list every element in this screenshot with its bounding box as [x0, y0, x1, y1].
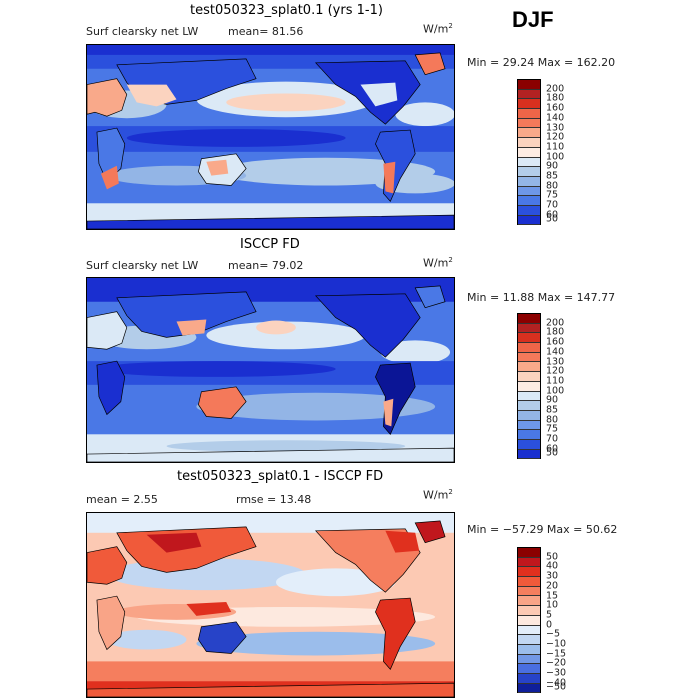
panel3-tick: 20: [546, 580, 559, 592]
panel3-tick: −40: [546, 677, 567, 689]
panel1-tick: 120: [546, 131, 565, 143]
panel1-tick: 130: [546, 121, 565, 133]
panel1-variable: Surf clearsky net LW: [86, 25, 199, 38]
panel1-colorbar: [517, 79, 541, 226]
panel3-title: test050323_splat0.1 - ISCCP FD: [177, 469, 384, 484]
panel1-mean: mean= 81.56: [228, 25, 304, 38]
panel1-units: W/m2: [423, 22, 453, 36]
panel3-tick: 40: [546, 560, 559, 572]
panel2-minmax: Min = 11.88 Max = 147.77: [467, 291, 616, 304]
panel2-tick: 80: [546, 413, 559, 425]
panel2-tick: 200: [546, 316, 565, 328]
panel1-tick: 85: [546, 170, 559, 182]
panel2-map: [86, 277, 455, 463]
panel2-tick: 140: [546, 346, 565, 358]
panel2-colorbar: [517, 313, 541, 460]
panel1-tick: 100: [546, 150, 565, 162]
panel3-tick: −50: [546, 681, 567, 693]
panel3-tick: −20: [546, 657, 567, 669]
panel3-tick: 10: [546, 599, 559, 611]
panel2-title: ISCCP FD: [240, 237, 300, 252]
panel1-tick: 60: [546, 209, 559, 221]
panel1-tick: 70: [546, 199, 559, 211]
panel2-tick: 70: [546, 433, 559, 445]
panel1-map: [86, 44, 455, 230]
panel1-tick: 160: [546, 102, 565, 114]
panel2-tick: 75: [546, 423, 559, 435]
panel1-tick: 90: [546, 160, 559, 172]
panel2-tick: 85: [546, 404, 559, 416]
panel1-title: test050323_splat0.1 (yrs 1-1): [190, 3, 383, 18]
panel3-units: W/m2: [423, 488, 453, 502]
panel1-tick: 140: [546, 112, 565, 124]
panel1-tick: 200: [546, 82, 565, 94]
panel3-tick: −5: [546, 628, 561, 640]
panel2-tick: 90: [546, 394, 559, 406]
panel3-tick: −30: [546, 667, 567, 679]
panel2-variable: Surf clearsky net LW: [86, 259, 199, 272]
panel1-tick: 110: [546, 141, 565, 153]
season-label: DJF: [512, 7, 554, 32]
panel2-tick: 180: [546, 326, 565, 338]
panel1-minmax: Min = 29.24 Max = 162.20: [467, 56, 616, 69]
panel3-rmse: rmse = 13.48: [236, 493, 312, 506]
panel3-minmax: Min = −57.29 Max = 50.62: [467, 523, 618, 536]
panel2-tick: 100: [546, 384, 565, 396]
panel2-tick: 60: [546, 443, 559, 455]
panel2-tick: 120: [546, 365, 565, 377]
panel2-tick: 50: [546, 447, 559, 459]
panel3-tick: 30: [546, 570, 559, 582]
panel1-tick: 80: [546, 179, 559, 191]
panel2-tick: 130: [546, 355, 565, 367]
panel3-mean: mean = 2.55: [86, 493, 158, 506]
panel3-tick: −15: [546, 647, 567, 659]
panel2-tick: 110: [546, 375, 565, 387]
panel3-map: [86, 512, 455, 698]
panel2-units: W/m2: [423, 256, 453, 270]
panel1-tick: 75: [546, 189, 559, 201]
panel3-tick: 15: [546, 589, 559, 601]
panel1-tick: 180: [546, 92, 565, 104]
panel3-colorbar: [517, 547, 541, 694]
panel1-tick: 50: [546, 213, 559, 225]
panel3-tick: 50: [546, 550, 559, 562]
panel3-tick: −10: [546, 638, 567, 650]
panel2-tick: 160: [546, 336, 565, 348]
panel3-tick: 0: [546, 618, 553, 630]
panel3-tick: 5: [546, 609, 553, 621]
panel2-mean: mean= 79.02: [228, 259, 304, 272]
